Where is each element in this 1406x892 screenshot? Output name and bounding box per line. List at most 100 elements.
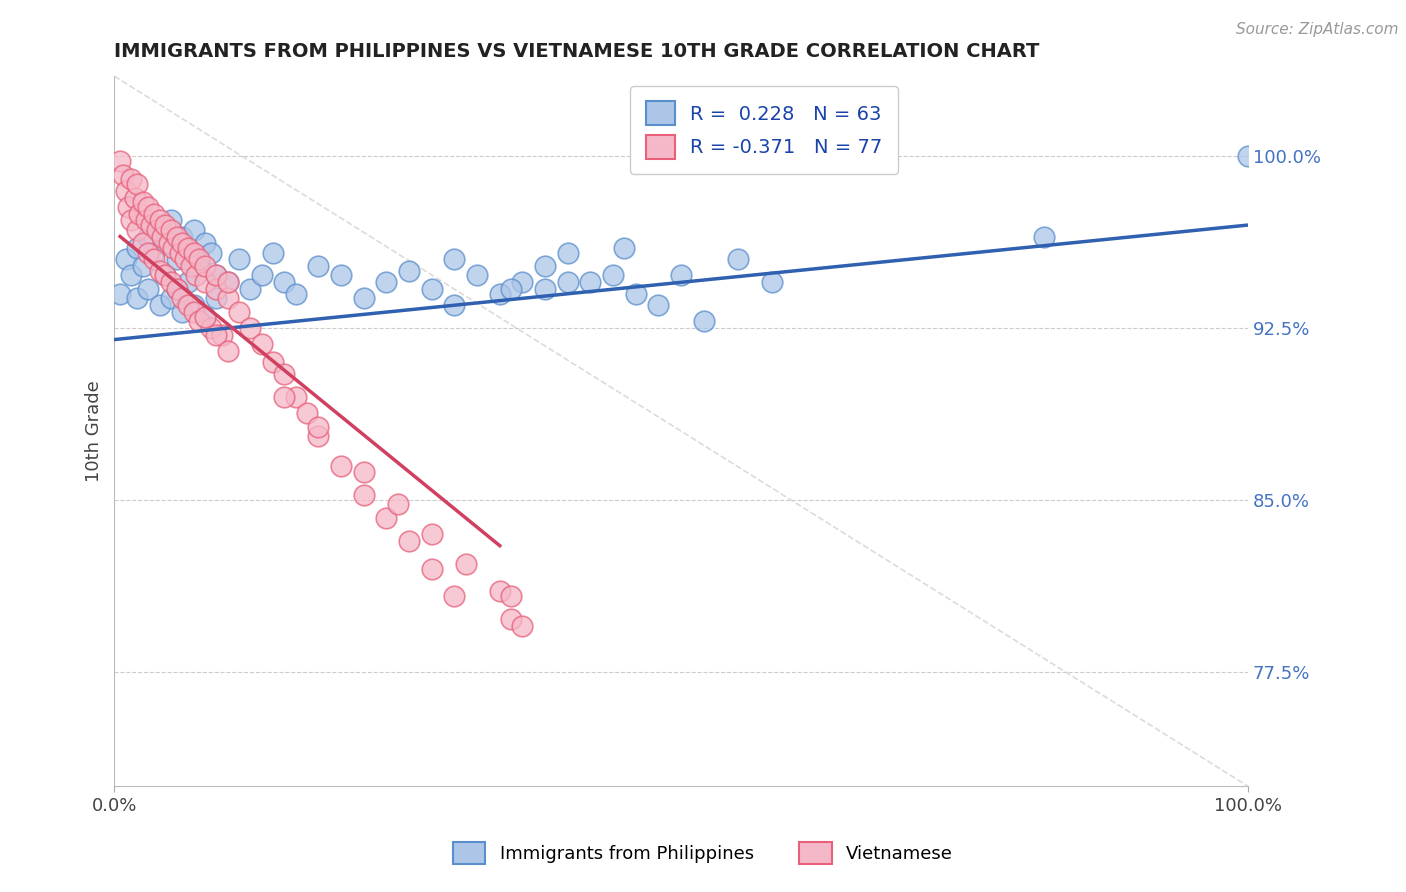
Point [177,298,200,312]
Point [200,245,222,260]
Point [183,245,205,260]
Point [443,252,465,267]
Point [194,310,217,324]
Point [117,200,139,214]
Point [125,222,148,236]
Point [330,458,353,473]
Point [534,260,557,274]
Point [155,268,177,283]
Point [250,268,273,283]
Point [125,177,148,191]
Point [501,282,523,296]
Point [120,213,142,227]
Point [284,286,307,301]
Point [273,367,295,381]
Point [200,321,222,335]
Point [602,268,624,283]
Point [146,222,169,236]
Point [205,328,228,343]
Point [557,245,579,260]
Point [138,282,160,296]
Point [465,268,488,283]
Point [160,291,183,305]
Point [125,241,148,255]
Point [307,429,329,443]
Point [239,321,262,335]
Point [454,557,477,571]
Point [624,286,647,301]
Point [114,252,136,267]
Point [420,527,443,541]
Point [120,268,142,283]
Point [579,275,602,289]
Point [166,252,188,267]
Point [149,213,172,227]
Point [273,275,295,289]
Point [132,236,155,251]
Point [205,268,228,283]
Point [488,584,510,599]
Point [172,291,194,305]
Point [353,466,375,480]
Point [1032,229,1054,244]
Point [443,589,465,603]
Point [108,286,131,301]
Point [217,275,239,289]
Point [217,275,239,289]
Point [166,282,188,296]
Point [172,229,194,244]
Point [727,252,749,267]
Point [375,511,398,525]
Point [173,252,195,267]
Point [375,275,398,289]
Point [138,245,160,260]
Point [211,328,233,343]
Point [149,298,172,312]
Point [761,275,783,289]
Point [205,291,228,305]
Point [353,488,375,502]
Point [194,275,217,289]
Point [188,260,211,274]
Point [194,310,217,324]
Point [330,268,353,283]
Point [512,275,534,289]
Text: Source: ZipAtlas.com: Source: ZipAtlas.com [1236,22,1399,37]
Point [160,213,183,227]
Point [307,260,329,274]
Point [228,252,250,267]
Point [307,419,329,434]
Point [132,195,155,210]
Point [177,275,200,289]
Point [262,245,284,260]
Point [194,260,217,274]
Point [155,268,177,283]
Point [239,282,262,296]
Point [501,589,523,603]
Point [172,236,194,251]
Point [387,498,409,512]
Point [138,200,160,214]
Point [149,264,172,278]
Point [150,229,173,244]
Y-axis label: 10th Grade: 10th Grade [86,380,103,482]
Point [205,282,228,296]
Legend: R =  0.228   N = 63, R = -0.371   N = 77: R = 0.228 N = 63, R = -0.371 N = 77 [630,86,898,174]
Point [124,191,146,205]
Point [613,241,636,255]
Point [534,282,557,296]
Point [177,241,200,255]
Point [420,282,443,296]
Point [112,168,135,182]
Text: IMMIGRANTS FROM PHILIPPINES VS VIETNAMESE 10TH GRADE CORRELATION CHART: IMMIGRANTS FROM PHILIPPINES VS VIETNAMES… [114,42,1040,61]
Point [132,260,155,274]
Point [262,355,284,369]
Point [188,252,211,267]
Point [205,268,228,283]
Point [120,172,142,186]
Point [160,222,183,236]
Point [217,344,239,359]
Point [143,245,166,260]
Point [180,260,202,274]
Point [1237,149,1260,163]
